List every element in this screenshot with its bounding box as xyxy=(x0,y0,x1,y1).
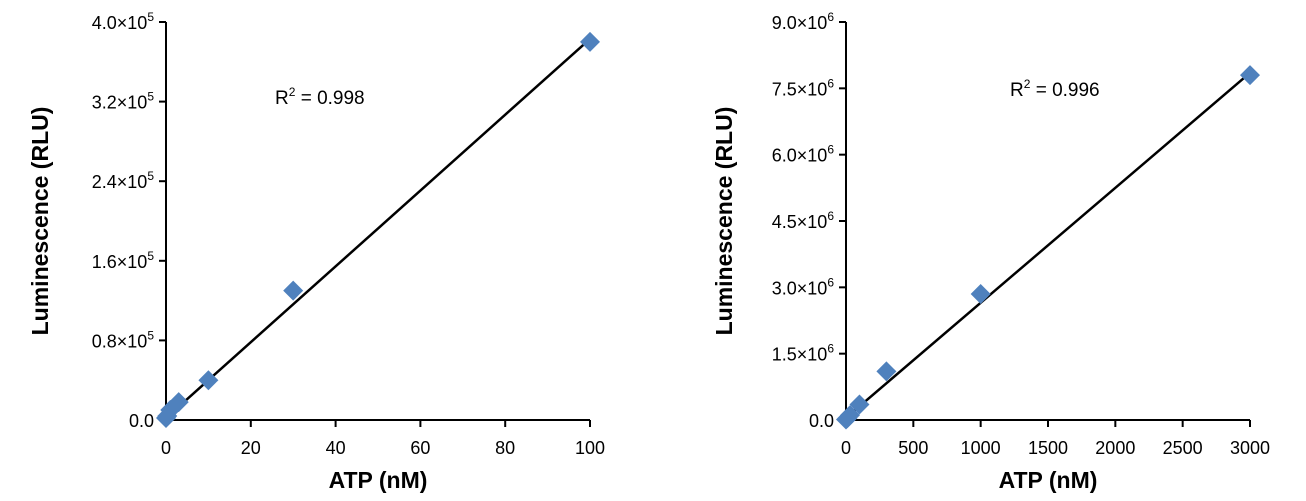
r-squared-value: = 0.996 xyxy=(1030,80,1099,101)
chart-2-data-point xyxy=(876,361,897,382)
chart-1-r-squared-label: R2 = 0.998 xyxy=(275,85,365,109)
chart-2-data-point xyxy=(849,394,870,415)
y-tick-mantissa: 6.0×10 xyxy=(772,146,828,166)
chart-2-y-tick-label: 7.5×106 xyxy=(772,76,835,99)
y-tick-mantissa: 3.2×10 xyxy=(92,93,148,113)
chart-2-data-point xyxy=(840,405,861,426)
chart-2-y-tick-label: 3.0×106 xyxy=(772,275,835,298)
chart-1-x-tick-label: 0 xyxy=(161,438,171,458)
y-tick-exponent: 5 xyxy=(147,169,154,183)
chart-2-y-tick-label: 6.0×106 xyxy=(772,143,835,166)
y-tick-exponent: 5 xyxy=(147,10,154,24)
chart-1-x-tick-label: 40 xyxy=(326,438,346,458)
r-squared-r: R xyxy=(275,88,289,109)
chart-1-y-tick-label: 4.0×105 xyxy=(92,10,155,33)
chart-2-x-tick-label: 1000 xyxy=(961,438,1001,458)
y-tick-mantissa: 3.0×10 xyxy=(772,278,828,298)
chart-2-x-tick-label: 2000 xyxy=(1095,438,1135,458)
y-tick-mantissa: 7.5×10 xyxy=(772,79,828,99)
y-tick-exponent: 6 xyxy=(827,342,834,356)
chart-2-x-tick-label: 3000 xyxy=(1230,438,1270,458)
y-tick-mantissa: 1.6×10 xyxy=(92,252,148,272)
chart-2-x-tick-label: 2500 xyxy=(1163,438,1203,458)
chart-1-x-tick-label: 100 xyxy=(575,438,605,458)
chart-1-y-tick-label: 1.6×105 xyxy=(92,249,155,272)
chart-2-y-tick-label: 4.5×106 xyxy=(772,209,835,232)
y-tick-exponent: 5 xyxy=(147,328,154,342)
chart-1-data-point xyxy=(198,370,219,391)
chart-1-y-tick-label: 0.8×105 xyxy=(92,328,155,351)
chart-1-x-tick-label: 20 xyxy=(241,438,261,458)
chart-2-r-squared-label: R2 = 0.996 xyxy=(1010,77,1100,101)
chart-1-x-tick-label: 80 xyxy=(495,438,515,458)
r-squared-sup: 2 xyxy=(289,85,296,99)
chart-1-data-point xyxy=(283,280,304,301)
chart-1-x-tick-label: 60 xyxy=(410,438,430,458)
chart-2-x-tick-label: 0 xyxy=(841,438,851,458)
y-tick-exponent: 6 xyxy=(827,143,834,157)
y-tick-mantissa: 9.0×10 xyxy=(772,13,828,33)
chart-1-y-axis-title: Luminescence (RLU) xyxy=(27,107,53,336)
y-tick-exponent: 5 xyxy=(147,249,154,263)
chart-2-data-point xyxy=(970,283,991,304)
chart-1-y-tick-label: 3.2×105 xyxy=(92,90,155,113)
y-tick-mantissa: 0.0 xyxy=(129,411,154,431)
chart-2-group: 0.01.5×1063.0×1064.5×1066.0×1067.5×1069.… xyxy=(711,10,1270,493)
chart-2-y-axis-title: Luminescence (RLU) xyxy=(711,107,737,336)
r-squared-r: R xyxy=(1010,80,1024,101)
chart-1-y-tick-label: 2.4×105 xyxy=(92,169,155,192)
chart-2-y-tick-label: 0.0 xyxy=(809,411,834,431)
y-tick-exponent: 6 xyxy=(827,10,834,24)
chart-2-data-point xyxy=(1240,65,1260,86)
y-tick-mantissa: 0.8×10 xyxy=(92,331,148,351)
chart-2-trendline xyxy=(845,71,1251,419)
chart-2-y-tick-label: 9.0×106 xyxy=(772,10,835,33)
chart-1-trendline xyxy=(165,37,591,419)
y-tick-mantissa: 1.5×10 xyxy=(772,345,828,365)
chart-1-y-tick-label: 0.0 xyxy=(129,411,154,431)
r-squared-value: = 0.998 xyxy=(295,88,364,109)
y-tick-mantissa: 4.0×10 xyxy=(92,13,148,33)
chart-2-y-tick-label: 1.5×106 xyxy=(772,342,835,365)
y-tick-exponent: 5 xyxy=(147,90,154,104)
y-tick-exponent: 6 xyxy=(827,275,834,289)
y-tick-exponent: 6 xyxy=(827,76,834,90)
chart-1-data-point xyxy=(168,392,189,413)
chart-1-data-point xyxy=(580,31,600,52)
chart-2-x-tick-label: 500 xyxy=(898,438,928,458)
y-tick-mantissa: 2.4×10 xyxy=(92,172,148,192)
y-tick-mantissa: 0.0 xyxy=(809,411,834,431)
y-tick-mantissa: 4.5×10 xyxy=(772,212,828,232)
r-squared-sup: 2 xyxy=(1024,77,1031,91)
y-tick-exponent: 6 xyxy=(827,209,834,223)
chart-2-x-axis-title: ATP (nM) xyxy=(999,467,1098,493)
chart-2-x-tick-label: 1500 xyxy=(1028,438,1068,458)
chart-1-x-axis-title: ATP (nM) xyxy=(329,467,428,493)
